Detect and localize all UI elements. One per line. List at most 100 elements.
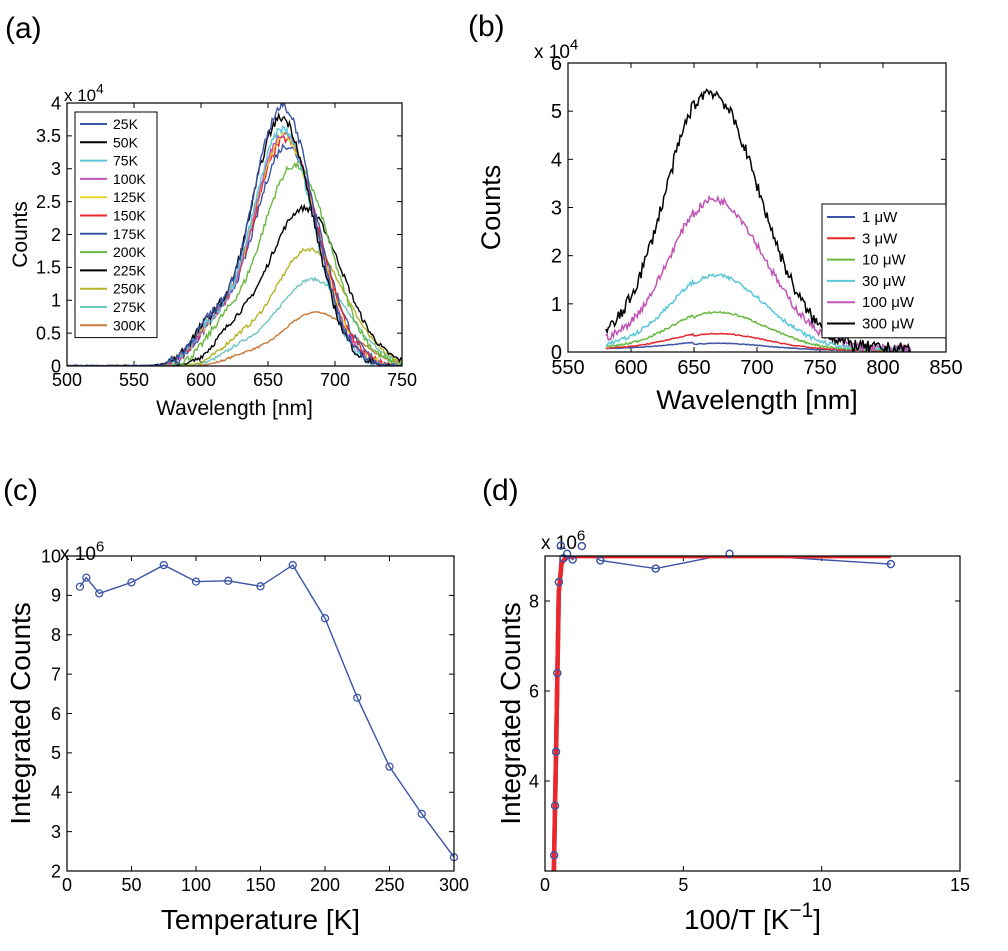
y-tick-label: 6 (529, 681, 539, 701)
axes-frame (544, 555, 961, 872)
y-tick-label: 2 (51, 225, 61, 245)
y-tick-label: 2.5 (36, 192, 61, 212)
data-point (417, 809, 426, 819)
x-tick-label: 300 (439, 875, 469, 895)
data-point-overlay (562, 549, 572, 558)
x-axis-label-superscript: −1 (789, 899, 813, 922)
x-tick-label: 10 (812, 875, 832, 895)
x-axis-label: Temperature [K] (161, 904, 360, 935)
fit-line (551, 556, 891, 871)
x-tick-label: 600 (614, 357, 647, 379)
axes-frame (66, 102, 403, 367)
y-tick-label: 1.5 (36, 258, 61, 278)
y-tick-label: 0 (551, 342, 562, 364)
data-point-overlay (577, 541, 586, 551)
x-tick-label: 600 (186, 370, 216, 390)
panel-label-a: (a) (5, 12, 42, 45)
legend-label: 25K (113, 116, 139, 132)
y-tick-label: 0.5 (36, 323, 61, 343)
axes-frame (66, 555, 455, 872)
y-tick-label: 4 (51, 783, 61, 803)
data-line (79, 564, 454, 858)
legend-label: 175K (113, 226, 146, 242)
data-point-overlay (556, 541, 565, 550)
x-axis-label: Wavelength [nm] (656, 385, 858, 415)
x-axis-label-suffix: ] (813, 904, 821, 935)
y-tick-label: 0 (51, 356, 61, 376)
legend-label: 3 μW (862, 230, 898, 247)
legend-label: 250K (113, 281, 146, 297)
y-tick-label: 3 (551, 198, 562, 220)
y-tick-label: 8 (529, 591, 539, 611)
legend-label: 50K (113, 134, 139, 150)
x-tick-label: 550 (551, 357, 584, 379)
x-tick-label: 100 (181, 875, 211, 895)
y-tick-label: 10 (41, 546, 61, 566)
y-tick-label: 2 (51, 861, 61, 881)
x-tick-label: 650 (253, 370, 283, 390)
y-tick-label: 1 (51, 291, 61, 311)
panel-0: 500 550 600 650 700 750 0 0.5 1 1.5 2 2.5 3 3.5 4 x 104… (9, 81, 417, 420)
y-tick-label: 5 (551, 101, 562, 123)
data-point (75, 582, 85, 591)
data-point (127, 578, 136, 587)
series-line-300 μW (605, 88, 912, 352)
series-line-175K (67, 143, 402, 366)
legend: 25K 50K 75K 100K 125K 150K 175K 200K 225K 250K 275… (74, 111, 158, 339)
legend-label: 225K (113, 262, 146, 278)
data-line (553, 556, 891, 856)
series-line-225K (67, 203, 402, 366)
x-tick-label: 0 (62, 875, 72, 895)
legend-label: 125K (113, 189, 146, 205)
data-point (82, 573, 91, 582)
legend: 1 μW 3 μW 10 μW 30 μW 100 μW 300 μW (821, 203, 947, 339)
panel-label-c: (c) (3, 474, 38, 507)
x-axis-label: Wavelength [nm] (156, 397, 313, 420)
y-multiplier-exponent: 4 (570, 36, 578, 53)
data-point (353, 693, 362, 702)
x-tick-label: 750 (803, 357, 836, 379)
y-tick-label: 3.5 (36, 126, 61, 146)
y-tick-label: 4 (529, 771, 539, 791)
panel-label-d: (d) (482, 474, 519, 507)
y-tick-label: 5 (51, 743, 61, 763)
data-point (159, 560, 168, 570)
y-multiplier-base: x 10 (534, 42, 570, 63)
y-axis-label: Counts (9, 201, 32, 268)
y-tick-label: 3 (51, 822, 61, 842)
plot-area (551, 556, 891, 871)
plot-area (79, 564, 454, 858)
y-tick-label: 9 (51, 586, 61, 606)
data-point (320, 614, 330, 623)
legend-label: 30 μW (862, 273, 906, 290)
series-line-100 μW (605, 194, 912, 352)
data-point-overlay (596, 556, 605, 565)
data-point-overlay (651, 564, 660, 573)
legend-label: 1 μW (862, 209, 898, 226)
panel-label-b: (b) (468, 10, 505, 43)
series-line-25K (67, 103, 402, 366)
y-multiplier-exponent: 6 (96, 538, 104, 555)
x-tick-label: 15 (950, 875, 970, 895)
legend-box (74, 111, 158, 339)
x-tick-label: 5 (678, 875, 688, 895)
data-point (288, 560, 297, 570)
y-multiplier-base: x 10 (60, 544, 96, 565)
legend-label: 200K (113, 244, 146, 260)
y-multiplier-base: x 10 (541, 533, 577, 554)
y-multiplier: x 106 (541, 527, 585, 554)
x-axis-label: 100/T [K−1] (684, 899, 821, 935)
y-axis-label: Integrated Counts (5, 602, 36, 825)
data-point-overlay (550, 801, 560, 810)
x-tick-label: 500 (52, 370, 82, 390)
data-point-overlay (886, 559, 895, 569)
y-multiplier-base: x 10 (64, 86, 96, 105)
data-point-overlay (549, 851, 559, 860)
y-multiplier-exponent: 4 (96, 81, 104, 96)
y-tick-label: 6 (551, 53, 562, 75)
legend-label: 300 μW (862, 316, 915, 333)
y-tick-label: 8 (51, 625, 61, 645)
